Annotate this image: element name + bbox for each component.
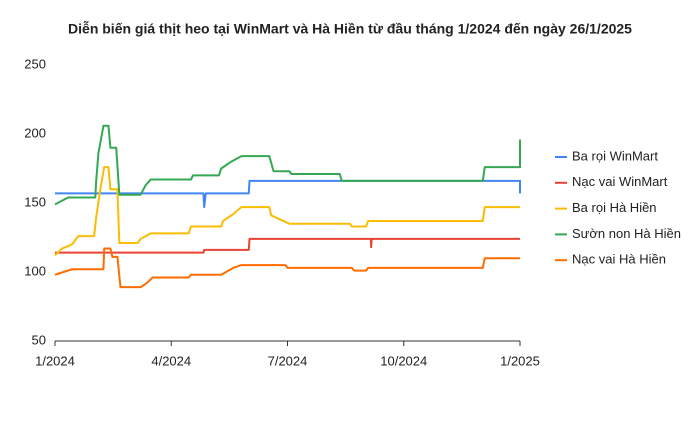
y-tick-label: 100	[24, 263, 46, 278]
x-tick-label: 10/2024	[380, 353, 427, 368]
legend-label: Nạc vai Hà Hiền	[572, 252, 666, 267]
series-line	[55, 237, 520, 254]
legend-label: Ba rọi Hà Hiền	[572, 200, 657, 215]
series-line	[54, 124, 521, 206]
legend-label: Nạc vai WinMart	[572, 174, 668, 189]
x-tick-label: 1/2025	[500, 353, 540, 368]
y-tick-label: 150	[24, 194, 46, 209]
chart-title: Diễn biến giá thịt heo tại WinMart và Hà…	[68, 21, 632, 37]
y-tick-label: 200	[24, 125, 46, 140]
y-tick-label: 250	[24, 56, 46, 71]
legend-label: Ba rọi WinMart	[572, 148, 658, 163]
series-line	[54, 166, 520, 257]
x-tick-label: 7/2024	[268, 353, 308, 368]
x-tick-label: 4/2024	[151, 353, 191, 368]
series-line	[54, 247, 520, 289]
x-tick-label: 1/2024	[35, 353, 75, 368]
y-tick-label: 50	[32, 332, 46, 347]
legend-label: Sườn non Hà Hiền	[572, 226, 681, 241]
